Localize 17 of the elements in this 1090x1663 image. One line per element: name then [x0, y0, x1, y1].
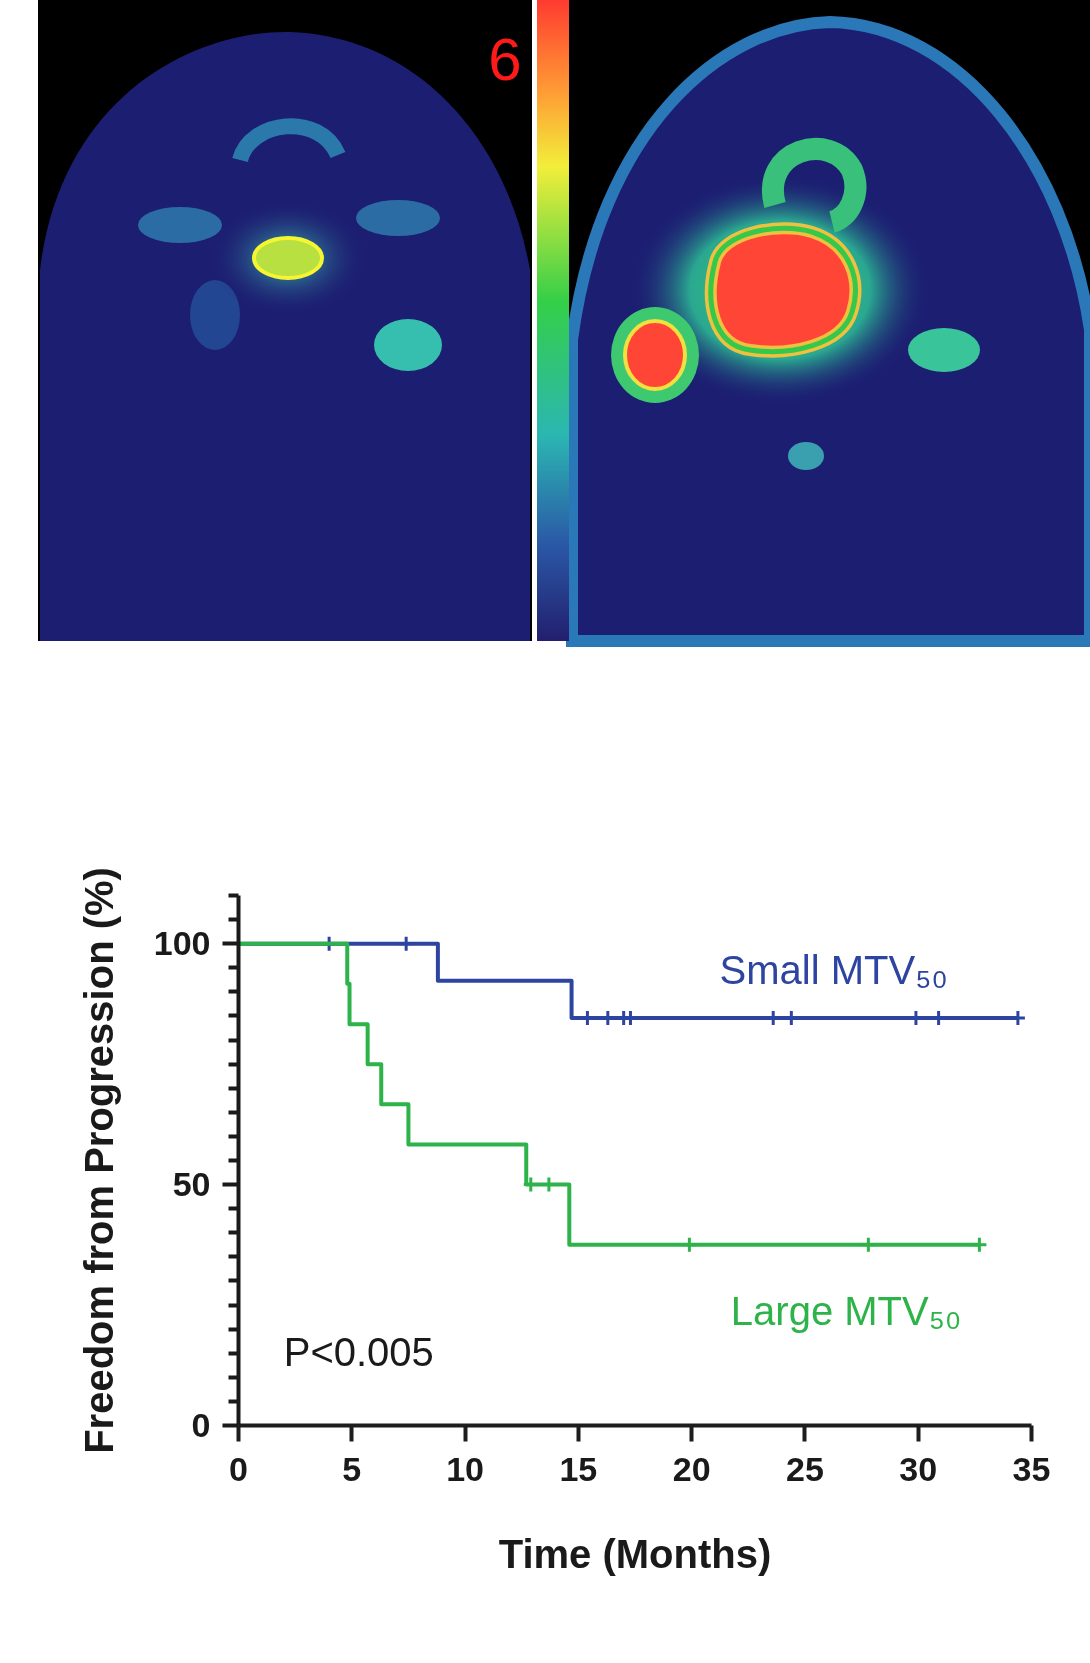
x-axis-title: Time (Months): [498, 1531, 772, 1576]
y-tick-label: 100: [153, 924, 211, 963]
y-tick-label: 0: [191, 1406, 211, 1444]
annotation: P<0.005: [283, 1329, 434, 1374]
y-axis-title: Freedom from Progression (%): [76, 867, 121, 1454]
x-tick-label: 10: [446, 1449, 484, 1488]
text: 6: [488, 26, 522, 93]
y-tick-label: 50: [172, 1165, 211, 1204]
series-label: Small MTV₅₀: [719, 947, 948, 992]
x-tick-label: 0: [229, 1449, 248, 1488]
x-tick-label: 25: [786, 1449, 824, 1488]
x-tick-label: 15: [559, 1449, 598, 1488]
x-tick-label: 30: [899, 1449, 938, 1488]
x-tick-label: 20: [672, 1449, 711, 1488]
x-tick-label: 35: [1012, 1449, 1051, 1488]
x-tick-label: 5: [342, 1449, 362, 1488]
series-label: Large MTV₅₀: [730, 1288, 962, 1333]
